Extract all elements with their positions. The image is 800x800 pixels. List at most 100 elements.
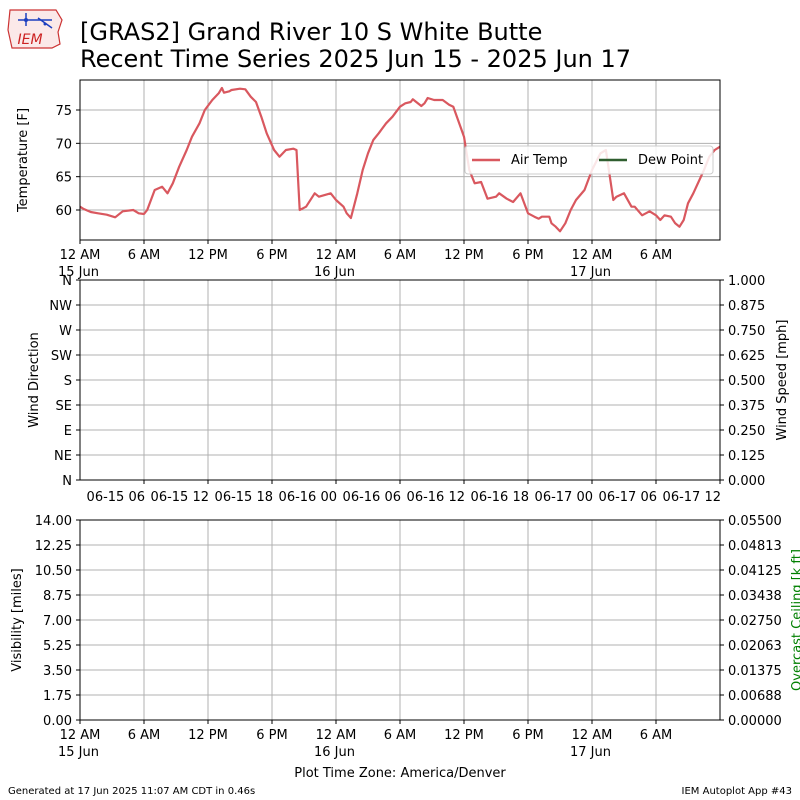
legend-air-temp-label: Air Temp	[511, 153, 568, 168]
logo-text: IEM	[17, 32, 42, 48]
wind-speed-tick-label: 0.750	[728, 324, 765, 339]
visibility-x-tick-label: 12 PM	[188, 728, 228, 743]
visibility-tick-label: 5.25	[43, 639, 72, 654]
wind-speed-tick-label: 0.500	[728, 374, 765, 389]
visibility-x-tick-label: 12 AM	[572, 728, 613, 743]
wind-speed-label: Wind Speed [mph]	[775, 320, 790, 441]
temperature-x-tick-label: 6 PM	[256, 248, 287, 263]
wind-x-tick-label: 06-17 00	[535, 490, 593, 505]
title-line-1: [GRAS2] Grand River 10 S White Butte	[80, 18, 542, 46]
overcast-ceiling-label: Overcast Ceiling [k ft]	[790, 549, 800, 691]
ceiling-tick-label: 0.00688	[728, 689, 782, 704]
temperature-x-tick-label: 12 PM	[444, 248, 484, 263]
temperature-legend: Air Temp Dew Point	[464, 145, 714, 175]
wind-speed-tick-label: 0.625	[728, 349, 765, 364]
temperature-y-tick-label: 60	[55, 204, 72, 219]
temperature-panel: 60 65 70 75 12 AM 15 Jun 6 AM 12 PM 6 PM 12 AM 16…	[16, 79, 721, 280]
wind-x-tick-label: 06-16 18	[471, 490, 529, 505]
ceiling-tick-label: 0.01375	[728, 664, 782, 679]
temperature-x-date-label: 17 Jun	[570, 265, 611, 280]
temperature-y-tick-label: 70	[55, 137, 72, 152]
wind-speed-tick-label: 0.875	[728, 299, 765, 314]
visibility-x-date-label: 15 Jun	[58, 745, 99, 760]
temperature-x-tick-label: 6 AM	[640, 248, 673, 263]
visibility-x-tick-label: 6 AM	[640, 728, 673, 743]
visibility-tick-label: 3.50	[43, 664, 72, 679]
wind-direction-tick-label: E	[64, 424, 72, 439]
temperature-x-date-label: 16 Jun	[314, 265, 355, 280]
temperature-x-date-label: 15 Jun	[58, 265, 99, 280]
wind-direction-tick-label: W	[59, 324, 72, 339]
visibility-tick-label: 10.50	[35, 564, 72, 579]
visibility-tick-label: 0.00	[43, 714, 72, 729]
visibility-x-tick-label: 12 PM	[444, 728, 484, 743]
visibility-tick-label: 1.75	[43, 689, 72, 704]
visibility-tick-label: 8.75	[43, 589, 72, 604]
visibility-x-tick-label: 6 AM	[384, 728, 417, 743]
wind-direction-tick-label: N	[62, 474, 72, 489]
visibility-x-tick-label: 12 AM	[316, 728, 357, 743]
wind-x-tick-label: 06-15 12	[151, 490, 209, 505]
temperature-series	[80, 86, 720, 233]
temperature-x-tick-label: 12 AM	[572, 248, 613, 263]
ceiling-tick-label: 0.04125	[728, 564, 782, 579]
wind-x-tick-label: 06-16 06	[343, 490, 401, 505]
wind-x-tick-label: 06-15 18	[215, 490, 273, 505]
visibility-tick-label: 12.25	[35, 539, 72, 554]
visibility-label: Visibility [miles]	[10, 568, 25, 671]
app-note: IEM Autoplot App #43	[682, 786, 792, 797]
visibility-x-tick-label: 12 AM	[60, 728, 101, 743]
wind-direction-tick-label: SW	[51, 349, 72, 364]
visibility-x-tick-label: 6 PM	[256, 728, 287, 743]
temperature-y-tick-label: 75	[55, 104, 72, 119]
ceiling-tick-label: 0.02063	[728, 639, 782, 654]
wind-grid	[80, 279, 721, 481]
visibility-x-date-label: 16 Jun	[314, 745, 355, 760]
wind-direction-tick-label: S	[64, 374, 72, 389]
title-line-2: Recent Time Series 2025 Jun 15 - 2025 Ju…	[80, 45, 631, 73]
wind-direction-tick-label: SE	[56, 399, 72, 414]
wind-x-tick-label: 06-15 06	[87, 490, 145, 505]
visibility-x-tick-label: 6 AM	[128, 728, 161, 743]
wind-speed-tick-label: 0.250	[728, 424, 765, 439]
wind-x-tick-label: 06-17 06	[599, 490, 657, 505]
iem-logo: IEM	[7, 9, 63, 49]
wind-direction-ticks: N NE E SE S SW W NW N	[49, 274, 80, 489]
wind-x-tick-label: 06-16 12	[407, 490, 465, 505]
temperature-y-tick-label: 65	[55, 171, 72, 186]
visibility-x-tick-label: 6 PM	[512, 728, 543, 743]
visibility-ticks: 0.00 1.75 3.50 5.25 7.00 8.75 10.50 12.25 14.00	[35, 514, 80, 729]
visibility-tick-label: 14.00	[35, 514, 72, 529]
air-temp-line	[80, 86, 720, 233]
legend-box	[464, 145, 714, 175]
temperature-x-ticks: 12 AM 15 Jun 6 AM 12 PM 6 PM 12 AM 16 Jun 6 AM 1…	[58, 240, 672, 280]
wind-x-tick-label: 06-17 12	[663, 490, 721, 505]
temperature-y-label: Temperature [F]	[16, 108, 31, 213]
temperature-y-ticks: 60 65 70 75	[55, 104, 80, 219]
wind-speed-ticks: 0.000 0.125 0.250 0.375 0.500 0.625 0.750 0.875…	[720, 274, 765, 489]
temperature-x-tick-label: 6 AM	[128, 248, 161, 263]
ceiling-ticks: 0.00000 0.00688 0.01375 0.02063 0.02750 0.034…	[720, 514, 782, 729]
visibility-x-date-label: 17 Jun	[570, 745, 611, 760]
ceiling-tick-label: 0.04813	[728, 539, 782, 554]
wind-direction-label: Wind Direction	[27, 332, 42, 428]
ceiling-tick-label: 0.02750	[728, 614, 782, 629]
wind-speed-tick-label: 0.125	[728, 449, 765, 464]
temperature-x-tick-label: 12 AM	[60, 248, 101, 263]
ceiling-tick-label: 0.00000	[728, 714, 782, 729]
legend-dew-point-label: Dew Point	[638, 153, 703, 168]
timezone-label: Plot Time Zone: America/Denver	[294, 766, 506, 781]
wind-speed-tick-label: 0.000	[728, 474, 765, 489]
wind-x-tick-label: 06-16 00	[279, 490, 337, 505]
temperature-x-tick-label: 6 PM	[512, 248, 543, 263]
ceiling-tick-label: 0.05500	[728, 514, 782, 529]
wind-x-ticks: 06-15 06 06-15 12 06-15 18 06-16 00 06-16 06…	[87, 480, 721, 505]
temperature-x-tick-label: 12 PM	[188, 248, 228, 263]
wind-direction-tick-label: N	[62, 274, 72, 289]
wind-speed-tick-label: 1.000	[728, 274, 765, 289]
visibility-panel: 0.001.753.505.257.008.7510.5012.2514.00 …	[10, 514, 800, 760]
wind-direction-tick-label: NW	[49, 299, 72, 314]
generated-note: Generated at 17 Jun 2025 11:07 AM CDT in…	[8, 786, 255, 797]
